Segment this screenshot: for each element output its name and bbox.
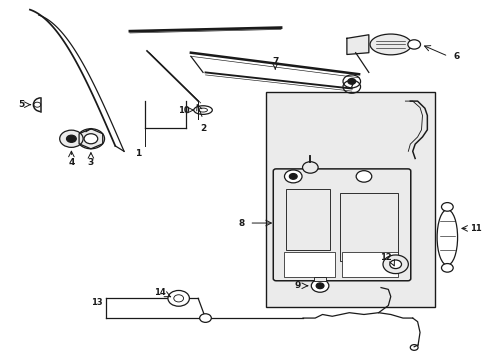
- Circle shape: [77, 129, 104, 149]
- Text: 10: 10: [177, 105, 189, 114]
- Bar: [314, 277, 325, 282]
- Text: 5: 5: [18, 100, 24, 109]
- Circle shape: [441, 264, 452, 272]
- Text: 4: 4: [68, 158, 75, 167]
- Circle shape: [199, 314, 211, 322]
- Circle shape: [167, 291, 189, 306]
- Text: 12: 12: [379, 253, 391, 262]
- Bar: [285, 189, 329, 250]
- Polygon shape: [346, 35, 368, 54]
- Circle shape: [347, 78, 355, 84]
- Text: 6: 6: [452, 52, 459, 61]
- Text: 7: 7: [271, 57, 278, 66]
- Ellipse shape: [436, 210, 457, 265]
- Text: 11: 11: [469, 224, 481, 233]
- Ellipse shape: [369, 34, 411, 55]
- Circle shape: [289, 174, 297, 179]
- Text: 3: 3: [88, 158, 94, 167]
- Circle shape: [302, 162, 318, 173]
- Text: 9: 9: [294, 281, 301, 290]
- Circle shape: [284, 170, 302, 183]
- Bar: [283, 252, 334, 277]
- Circle shape: [355, 171, 371, 182]
- Text: 8: 8: [239, 219, 244, 228]
- Text: 1: 1: [135, 149, 141, 158]
- Circle shape: [389, 260, 401, 269]
- Circle shape: [84, 134, 98, 144]
- Bar: [341, 252, 397, 277]
- Circle shape: [60, 130, 83, 147]
- Circle shape: [441, 203, 452, 211]
- Bar: [266, 92, 434, 307]
- Bar: [339, 193, 397, 261]
- Circle shape: [66, 135, 76, 142]
- Circle shape: [311, 279, 328, 292]
- Text: 14: 14: [154, 288, 166, 297]
- Circle shape: [316, 283, 324, 289]
- FancyBboxPatch shape: [273, 169, 410, 281]
- Circle shape: [382, 255, 407, 274]
- Text: 2: 2: [200, 123, 206, 132]
- Circle shape: [407, 40, 420, 49]
- Text: 13: 13: [91, 298, 102, 307]
